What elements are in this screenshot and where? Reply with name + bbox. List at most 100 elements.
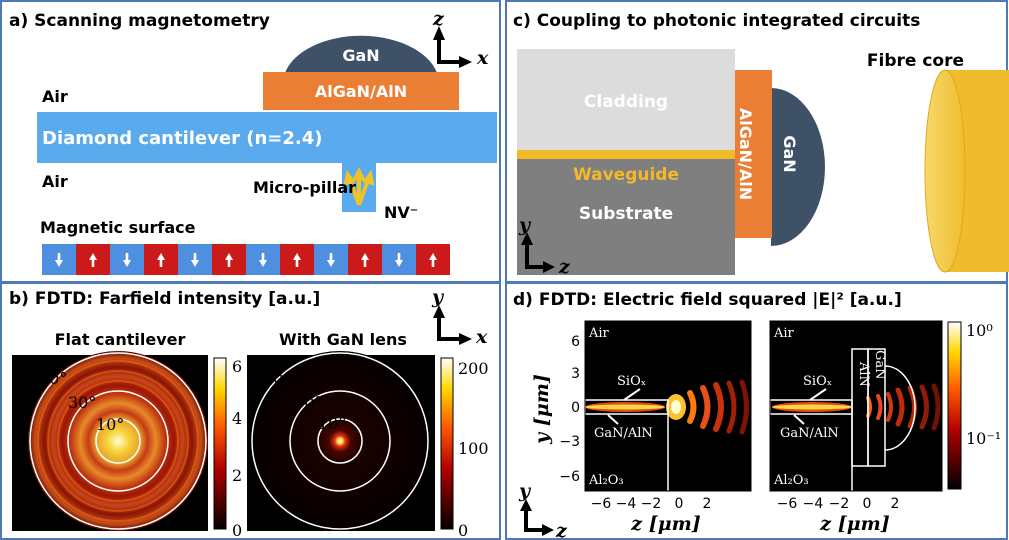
d2-xlabel: z [μm] (819, 513, 889, 535)
axis-z-label: z (432, 8, 445, 30)
lens-air-label: Air (773, 326, 795, 341)
lens-angle-10: 10° (318, 414, 346, 433)
arrow-down-icon (327, 253, 335, 267)
panel-a-title: a) Scanning magnetometry (9, 11, 270, 31)
panel-d: d) FDTD: Electric field squared |E|² [a.… (513, 290, 1001, 540)
fibre-core (924, 69, 1009, 273)
c-axis-z-label: z (558, 256, 571, 278)
lens-gan-label: GaN/AlN (780, 426, 839, 441)
c-gan-dome (771, 88, 825, 246)
c-gan-label: GaN (780, 135, 799, 172)
lens-sio-pointer (809, 388, 827, 401)
d-ytick-m3: −3 (559, 434, 580, 450)
lens-farfield-map (250, 351, 430, 531)
nv-label: NV⁻ (384, 203, 418, 222)
arrow-up-icon (429, 253, 437, 267)
d2-xtick-0: 0 (863, 496, 872, 512)
d1-xtick-m6: −6 (591, 496, 612, 512)
field-plot-flat (584, 320, 752, 492)
c-algan-label: AlGaN/AlN (736, 108, 755, 200)
c-algan-layer (735, 70, 772, 238)
d2-xtick-m4: −4 (803, 496, 824, 512)
flat-cb-6: 6 (232, 357, 242, 376)
cladding-label: Cladding (584, 92, 668, 112)
gan-dome (285, 35, 437, 73)
axis-y-z-icon (521, 232, 555, 273)
axis-y-x-icon (433, 305, 472, 345)
lens-sio-label: SiOₓ (803, 374, 832, 389)
lens-cb-0: 0 (458, 521, 468, 540)
b-axis-x-label: x (475, 326, 488, 348)
lens-cb-100: 100 (458, 439, 489, 458)
arrow-up-icon (89, 253, 97, 267)
d-x-ticks-1: −6 −4 −2 0 2 (591, 496, 712, 512)
d1-xlabel: z [μm] (630, 513, 700, 535)
arrow-down-icon (191, 253, 199, 267)
panel-a: a) Scanning magnetometry z x GaN AlGaN/A… (9, 8, 497, 275)
flat-angle-10: 10° (96, 415, 124, 434)
arrow-up-icon (361, 253, 369, 267)
d1-xtick-m2: −2 (641, 496, 662, 512)
emission-arrows-icon (343, 166, 375, 206)
substrate-layer (517, 159, 735, 275)
lens-angle-rings (251, 352, 429, 530)
d-cb-mid: 10⁻¹ (966, 429, 1001, 448)
panel-b: b) FDTD: Farfield intensity [a.u.] y x F… (9, 286, 489, 540)
d-cb-top: 10⁰ (966, 321, 993, 340)
d1-xtick-m4: −4 (616, 496, 637, 512)
d-ytick-0: 0 (571, 400, 580, 416)
d1-xtick-2: 2 (703, 496, 712, 512)
d2-xtick-m6: −6 (777, 496, 798, 512)
flat-cb-0: 0 (232, 521, 242, 540)
d-axis-y-label: y (518, 480, 532, 502)
lens-gan-pointer (793, 414, 805, 425)
arrow-down-icon (395, 253, 403, 267)
flat-gan-pointer (607, 414, 619, 425)
d2-xtick-m2: −2 (829, 496, 850, 512)
arrow-up-icon (157, 253, 165, 267)
b-axis-y-label: y (431, 286, 445, 308)
flat-fringes (37, 360, 199, 522)
axis-x-label: x (476, 47, 489, 69)
algan-layer (263, 72, 459, 110)
flat-gan-label: GaN/AlN (594, 426, 653, 441)
flat-sio-pointer (623, 388, 641, 401)
d1-xtick-0: 0 (675, 496, 684, 512)
flat-colorbar (213, 357, 227, 530)
d-ytick-m6: −6 (559, 469, 580, 485)
d-y-ticks: 6 3 0 −3 −6 (559, 334, 580, 485)
d-ytick-3: 3 (571, 366, 580, 382)
lens-angle-30: 30° (294, 393, 322, 412)
flat-sub-label: Al₂O₃ (588, 473, 624, 488)
field-plot-lens (769, 320, 943, 492)
cantilever-label: Diamond cantilever (n=2.4) (42, 128, 322, 149)
lens-plot-title: With GaN lens (279, 330, 407, 349)
magnetic-surface-label: Magnetic surface (40, 218, 196, 237)
magnetic-domains (42, 244, 450, 275)
lens-gan-layer-label: GaN (872, 350, 887, 380)
lens-colorbar (440, 357, 454, 530)
flat-angle-30: 30° (68, 393, 96, 412)
waveguide-layer (517, 150, 735, 159)
arrow-down-icon (259, 253, 267, 267)
lens-sub-label: Al₂O₃ (773, 473, 809, 488)
c-axis-y-label: y (518, 214, 532, 236)
lens-aln-layer-label: AlN (856, 361, 871, 387)
arrow-up-icon (225, 253, 233, 267)
field-plot-flat-field (585, 379, 749, 435)
air-bottom-label: Air (42, 172, 68, 191)
panel-c-title: c) Coupling to photonic integrated circu… (513, 11, 920, 31)
d2-xtick-2: 2 (891, 496, 900, 512)
flat-angle-70: 70° (39, 369, 67, 388)
flat-farfield-map (28, 351, 208, 531)
flat-plot-title: Flat cantilever (55, 330, 186, 349)
fibre-label: Fibre core (867, 51, 964, 71)
substrate-label: Substrate (579, 204, 673, 224)
lens-cb-200: 200 (458, 359, 489, 378)
d-x-ticks-2: −6 −4 −2 0 2 (777, 496, 900, 512)
flat-cb-4: 4 (232, 409, 242, 428)
d-axis-z-label: z (555, 520, 568, 540)
algan-label: AlGaN/AlN (315, 82, 407, 101)
